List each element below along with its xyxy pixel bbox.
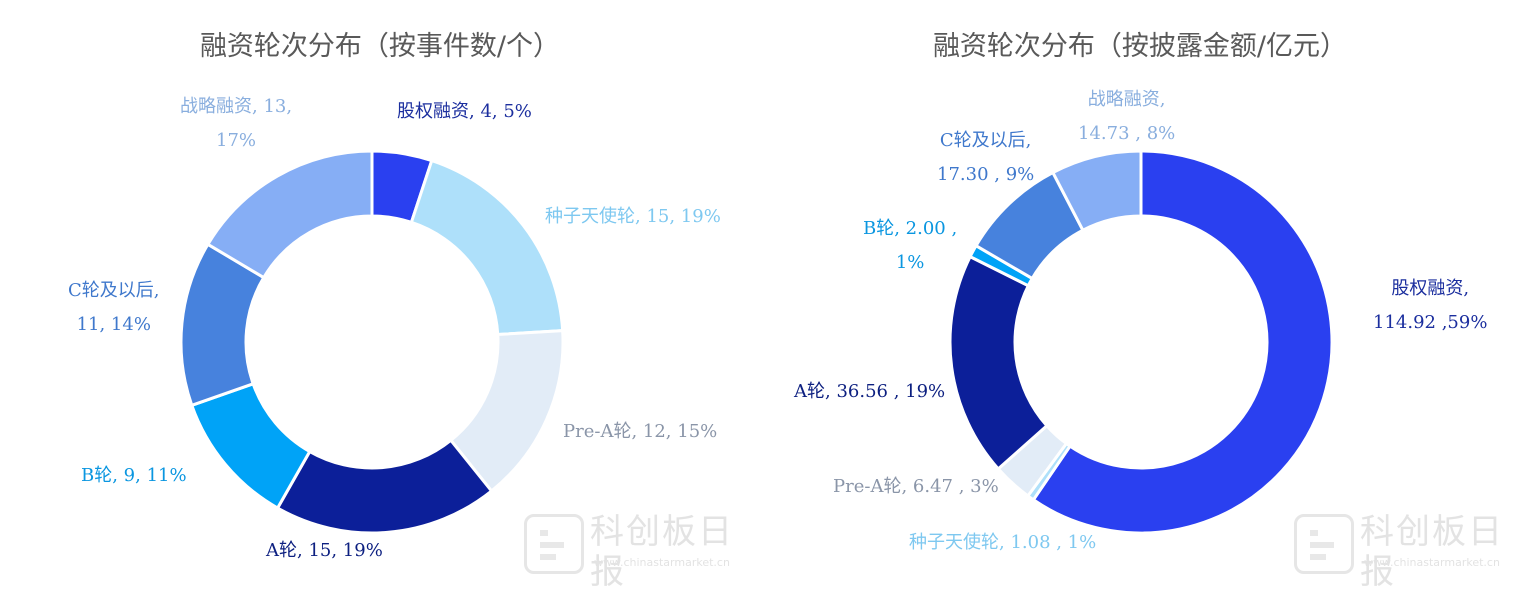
slice-label-amount-1: 种子天使轮, 1.08 , 1% <box>909 526 1096 560</box>
slice-label-line: C轮及以后, <box>939 130 1032 151</box>
slice-label-line: 战略融资, <box>1087 89 1166 110</box>
slice-label-line: 种子天使轮, 15, 19% <box>545 206 721 227</box>
watermark-name: 科创板日报 <box>590 512 734 592</box>
slice-label-line: 股权融资, <box>1391 278 1470 299</box>
donut-slice-amount-0 <box>1031 149 1334 535</box>
slice-label-line: C轮及以后, <box>68 280 160 301</box>
slice-label-line: 股权融资, 4, 5% <box>397 101 532 122</box>
slice-label-count-3: A轮, 15, 19% <box>266 534 383 568</box>
watermark-right: 科创板日报 www.chinastarmarket.cn <box>1294 512 1530 592</box>
slice-label-line: 11, 14% <box>76 314 151 335</box>
slice-label-count-1: 种子天使轮, 15, 19% <box>545 200 721 234</box>
slice-label-count-0: 股权融资, 4, 5% <box>397 95 532 129</box>
watermark-url: www.chinastarmarket.cn <box>1364 556 1500 569</box>
slice-label-amount-5: C轮及以后, 17.30 , 9% <box>937 124 1034 192</box>
slice-label-line: 114.92 ,59% <box>1373 312 1488 333</box>
slice-label-count-4: B轮, 9, 11% <box>81 459 187 493</box>
slice-label-amount-3: A轮, 36.56 , 19% <box>794 375 945 409</box>
slice-label-count-2: Pre-A轮, 12, 15% <box>563 415 717 449</box>
donut-slice-amount-3 <box>948 254 1049 472</box>
donut-slice-count-6 <box>205 149 374 280</box>
slice-label-count-5: C轮及以后, 11, 14% <box>68 274 160 342</box>
watermark-name: 科创板日报 <box>1360 512 1504 592</box>
slice-label-line: 17% <box>216 130 257 151</box>
watermark-left: 科创板日报 www.chinastarmarket.cn <box>524 512 760 592</box>
slice-label-amount-4: B轮, 2.00 , 1% <box>863 212 957 280</box>
slice-label-count-6: 战略融资, 13, 17% <box>180 90 292 158</box>
donut-slice-amount-6 <box>1050 149 1143 233</box>
slice-label-line: 17.30 , 9% <box>937 164 1035 185</box>
slice-label-line: 种子天使轮, 1.08 , 1% <box>909 532 1097 553</box>
slice-label-amount-2: Pre-A轮, 6.47 , 3% <box>833 470 999 504</box>
donut-slice-count-1 <box>409 158 565 337</box>
chart-title-by-count: 融资轮次分布（按事件数/个） <box>199 31 561 62</box>
slice-label-amount-6: 战略融资, 14.73 , 8% <box>1078 83 1175 151</box>
slice-label-amount-0: 股权融资, 114.92 ,59% <box>1373 272 1487 340</box>
slice-label-line: 14.73 , 8% <box>1078 123 1176 144</box>
chart-title-by-amount: 融资轮次分布（按披露金额/亿元） <box>932 31 1348 62</box>
watermark-logo-icon <box>524 514 584 574</box>
slice-label-line: A轮, 15, 19% <box>266 540 383 561</box>
slice-label-line: A轮, 36.56 , 19% <box>794 381 946 402</box>
watermark-logo-icon <box>1294 514 1354 574</box>
slice-label-line: Pre-A轮, 6.47 , 3% <box>833 476 999 497</box>
slice-label-line: 战略融资, 13, <box>180 96 293 117</box>
slice-label-line: B轮, 2.00 , <box>863 218 958 239</box>
slice-label-line: Pre-A轮, 12, 15% <box>563 421 718 442</box>
watermark-url: www.chinastarmarket.cn <box>594 556 730 569</box>
slice-label-line: B轮, 9, 11% <box>81 465 187 486</box>
slice-label-line: 1% <box>895 252 925 273</box>
